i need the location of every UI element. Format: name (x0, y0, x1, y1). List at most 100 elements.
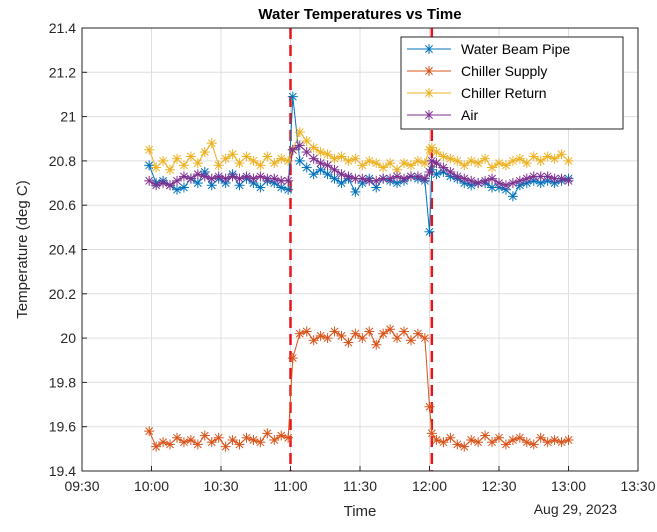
data-point (220, 441, 231, 452)
data-point (487, 173, 498, 184)
date-label: Aug 29, 2023 (534, 501, 618, 517)
data-point (171, 432, 182, 443)
x-tick-label: 12:00 (412, 478, 447, 494)
data-point (315, 147, 326, 158)
data-point (412, 328, 423, 339)
data-point (563, 434, 574, 445)
legend-marker (424, 44, 434, 54)
data-point (507, 191, 518, 202)
data-point (535, 432, 546, 443)
data-point (364, 155, 375, 166)
data-point (445, 432, 456, 443)
x-tick-label: 13:30 (620, 478, 655, 494)
data-point (255, 182, 266, 193)
data-point (412, 155, 423, 166)
data-point (199, 147, 210, 158)
data-point (185, 151, 196, 162)
data-point (227, 171, 238, 182)
data-point (213, 160, 224, 171)
data-point (241, 171, 252, 182)
data-point (178, 437, 189, 448)
data-point (521, 158, 532, 169)
data-point (248, 173, 259, 184)
data-point (431, 158, 442, 169)
data-point (336, 151, 347, 162)
data-point (329, 326, 340, 337)
data-point (487, 162, 498, 173)
data-point (241, 151, 252, 162)
data-point (276, 153, 287, 164)
data-point (308, 335, 319, 346)
data-point (438, 162, 449, 173)
data-point (171, 184, 182, 195)
legend-item: Chiller Return (407, 85, 547, 101)
data-point (144, 160, 155, 171)
data-point (343, 155, 354, 166)
data-point (220, 173, 231, 184)
y-tick-label: 19.6 (49, 419, 76, 435)
data-point (385, 173, 396, 184)
data-point (500, 180, 511, 191)
data-point (322, 160, 333, 171)
data-point (178, 182, 189, 193)
data-point (178, 160, 189, 171)
data-point (385, 158, 396, 169)
y-axis-label: Temperature (deg C) (14, 180, 31, 318)
data-point (466, 155, 477, 166)
y-tick-label: 20.6 (49, 197, 76, 213)
data-point (308, 169, 319, 180)
data-point (294, 140, 305, 151)
data-point (192, 158, 203, 169)
data-point (419, 158, 430, 169)
data-point (206, 138, 217, 149)
data-point (220, 153, 231, 164)
data-point (445, 153, 456, 164)
data-point (151, 441, 162, 452)
x-tick-label: 10:30 (203, 478, 238, 494)
data-point (248, 155, 259, 166)
data-point (466, 434, 477, 445)
data-point (308, 142, 319, 153)
data-point (371, 339, 382, 350)
data-point (405, 335, 416, 346)
y-tick-label: 20.8 (49, 153, 76, 169)
legend-item: Water Beam Pipe (407, 41, 570, 57)
data-point (419, 333, 430, 344)
data-point (329, 164, 340, 175)
data-point (549, 434, 560, 445)
data-point (514, 432, 525, 443)
data-point (452, 171, 463, 182)
data-point (241, 432, 252, 443)
data-point (507, 155, 518, 166)
data-point (466, 175, 477, 186)
legend-marker (424, 66, 434, 76)
data-point (213, 432, 224, 443)
data-point (144, 175, 155, 186)
data-point (301, 147, 312, 158)
data-point (144, 144, 155, 155)
x-tick-label: 10:00 (134, 478, 169, 494)
data-point (301, 135, 312, 146)
data-point (294, 127, 305, 138)
data-point (480, 153, 491, 164)
x-tick-label: 12:30 (481, 478, 516, 494)
data-point (234, 180, 245, 191)
data-point (364, 326, 375, 337)
data-point (206, 437, 217, 448)
data-point (494, 178, 504, 189)
data-point (392, 333, 403, 344)
data-point (283, 432, 294, 443)
data-point (521, 173, 532, 184)
data-point (535, 155, 546, 166)
data-point (473, 437, 484, 448)
data-point (371, 158, 382, 169)
data-point (452, 155, 463, 166)
data-point (494, 158, 504, 169)
data-point (445, 166, 456, 177)
series-chiller-supply (144, 324, 574, 452)
data-point (487, 437, 498, 448)
data-point (151, 180, 162, 191)
legend-label: Chiller Return (461, 85, 547, 101)
data-point (283, 184, 294, 195)
